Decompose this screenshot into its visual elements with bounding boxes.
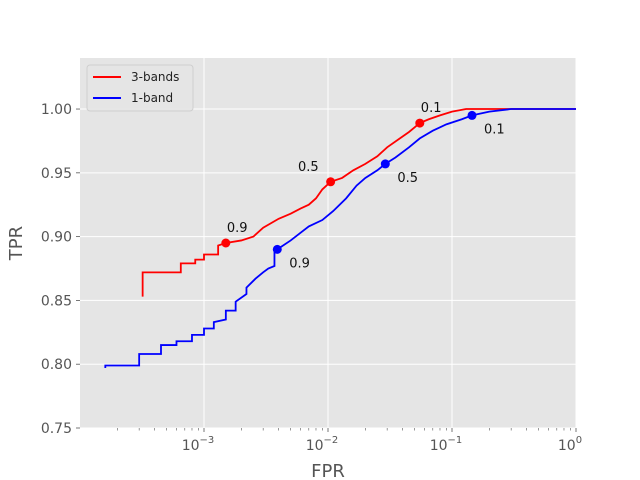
y-tick-label: 1.00 xyxy=(41,102,72,118)
threshold-marker xyxy=(272,244,282,254)
y-tick-label: 0.75 xyxy=(41,421,72,437)
x-tick-label: 100 xyxy=(558,435,582,454)
threshold-label: 0.9 xyxy=(289,256,310,271)
y-tick-label: 0.90 xyxy=(41,230,72,246)
legend-label-1-band: 1-band xyxy=(131,91,173,105)
threshold-label: 0.5 xyxy=(397,171,418,186)
threshold-marker xyxy=(415,118,425,128)
marker-layer: 0.9 0.5 0.1 0.9 0.5 0.1 xyxy=(221,101,505,271)
threshold-label: 0.5 xyxy=(298,160,319,175)
x-tick-label: 10−1 xyxy=(430,435,463,454)
x-tick-label: 10−3 xyxy=(182,435,215,454)
threshold-label: 0.1 xyxy=(484,122,505,137)
y-tick-label: 0.95 xyxy=(41,166,72,182)
threshold-label: 0.1 xyxy=(421,101,442,116)
threshold-marker xyxy=(221,238,231,248)
y-tick-label: 0.80 xyxy=(41,357,72,373)
threshold-marker xyxy=(326,177,336,187)
legend: 3-bands 1-band xyxy=(86,64,194,112)
series-line-1-band xyxy=(104,108,576,369)
threshold-label: 0.9 xyxy=(227,221,248,236)
legend-label-3-bands: 3-bands xyxy=(131,70,179,84)
minor-ticks xyxy=(117,428,571,431)
threshold-marker xyxy=(380,159,390,169)
x-tick-labels: 10−3 10−2 10−1 100 xyxy=(182,428,582,454)
y-tick-label: 0.85 xyxy=(41,293,72,309)
y-axis-title: TPR xyxy=(6,226,27,261)
threshold-marker xyxy=(467,110,477,120)
y-tick-labels: 0.75 0.80 0.85 0.90 0.95 1.00 xyxy=(41,102,80,437)
x-axis-title: FPR xyxy=(311,461,345,480)
x-tick-label: 10−2 xyxy=(306,435,339,454)
